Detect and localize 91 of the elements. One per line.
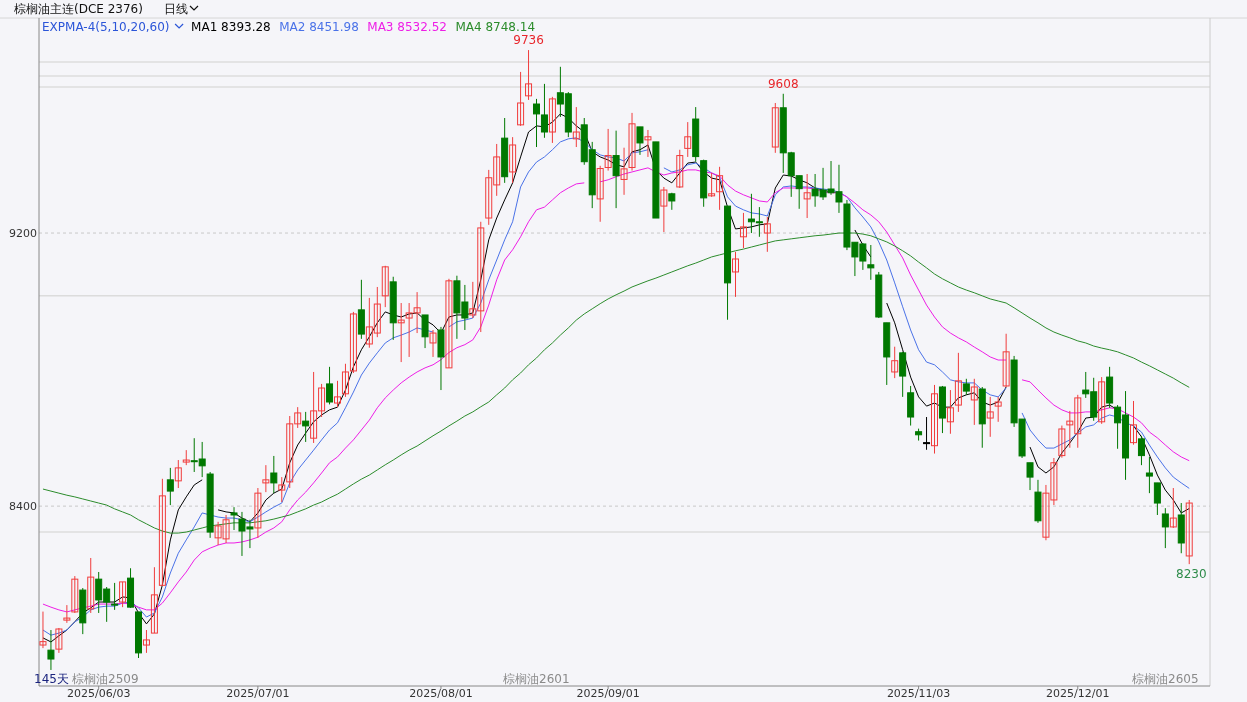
candlestick <box>270 455 278 494</box>
candlestick <box>1169 487 1177 529</box>
x-tick-label: 2025/08/01 <box>409 687 473 700</box>
candlestick <box>620 147 628 196</box>
candlestick <box>899 351 907 398</box>
candlestick <box>612 130 620 209</box>
x-tick-label: 2025/12/01 <box>1046 687 1110 700</box>
candlestick <box>1002 333 1010 388</box>
candlestick <box>994 396 1002 423</box>
candlestick <box>142 629 150 654</box>
candlestick <box>596 165 604 223</box>
y-tick-label: 8400 <box>9 500 37 514</box>
candlestick <box>1098 376 1106 425</box>
candlestick <box>572 106 580 148</box>
y-tick-label: 9200 <box>9 227 37 241</box>
candlestick <box>891 346 899 379</box>
text: MA2 8451.98 <box>279 20 359 34</box>
candlestick <box>739 212 747 249</box>
candlestick <box>986 396 994 438</box>
candlestick <box>644 129 652 158</box>
text: MA4 8748.14 <box>455 20 536 34</box>
candlestick <box>1130 400 1137 446</box>
candlestick <box>381 265 389 308</box>
annotation: 棕榈油2601 <box>503 672 570 686</box>
x-tick-label: 2025/09/01 <box>576 687 640 700</box>
x-tick-label: 2025/11/03 <box>886 687 951 700</box>
candlestick <box>63 604 71 624</box>
candlestick <box>867 244 875 281</box>
candlestick <box>445 278 453 369</box>
candlestick <box>1153 482 1161 516</box>
legend-title: EXPMA-4(5,10,20,60) <box>42 20 170 34</box>
candlestick <box>166 467 174 506</box>
candlestick <box>158 478 166 587</box>
candlestick <box>525 49 533 101</box>
candlestick <box>1161 507 1169 549</box>
candlestick <box>708 172 716 198</box>
candlestick <box>111 582 119 611</box>
annotation: 9736 <box>513 33 544 48</box>
candlestick <box>771 102 779 154</box>
candlestick <box>716 166 724 211</box>
annotation: 9608 <box>767 76 799 91</box>
text: MA1 8393.28 <box>191 20 271 34</box>
candlestick <box>47 629 55 671</box>
candlestick <box>676 149 684 189</box>
candlestick <box>119 581 127 608</box>
candlestick <box>1058 425 1066 459</box>
candlestick <box>421 314 429 349</box>
candlestick <box>39 611 47 649</box>
candlestick <box>548 96 556 144</box>
chart-subtitle: 日线 <box>164 2 188 16</box>
candlestick <box>931 384 938 455</box>
candlestick <box>150 566 158 634</box>
candlestick <box>636 126 644 156</box>
candlestick <box>1137 435 1145 466</box>
annotation: 棕榈油2605 <box>1132 672 1199 686</box>
candlestick <box>1145 456 1153 494</box>
candlestick <box>946 389 954 435</box>
candlestick <box>334 380 341 408</box>
text: MA3 8532.52 <box>367 20 447 34</box>
candlestick <box>71 575 79 614</box>
candlestick <box>1185 499 1193 565</box>
candlestick <box>954 352 962 413</box>
annotation: 8230 <box>1176 567 1207 581</box>
x-tick-label: 2025/06/03 <box>67 687 131 700</box>
candlestick <box>429 329 437 358</box>
candlestick <box>397 302 405 363</box>
candlestick <box>732 251 739 298</box>
candlestick <box>517 71 525 127</box>
x-tick-label: 2025/07/01 <box>226 687 290 700</box>
candlestick <box>628 112 636 172</box>
candlestick <box>278 476 286 503</box>
annotation: 棕榈油2509 <box>72 672 139 686</box>
candlestick <box>923 416 931 451</box>
candlestick <box>604 128 612 172</box>
candlestick <box>230 506 238 531</box>
candlestick <box>55 627 63 654</box>
candlestick <box>302 411 310 443</box>
candlestick <box>87 557 95 614</box>
candlestick <box>326 366 334 405</box>
candlestick <box>509 136 517 184</box>
chart-title: 棕榈油主连(DCE 2376) <box>14 2 143 16</box>
candlestick <box>262 464 270 493</box>
candlestick <box>803 173 811 219</box>
candlestick <box>970 378 978 426</box>
candlestick <box>174 459 182 489</box>
candlestick <box>763 216 771 253</box>
candlestick <box>254 487 262 539</box>
candlestick <box>684 121 692 158</box>
candlestick <box>1026 462 1034 491</box>
annotation: 145天 <box>34 672 69 686</box>
candlestick <box>660 186 668 233</box>
